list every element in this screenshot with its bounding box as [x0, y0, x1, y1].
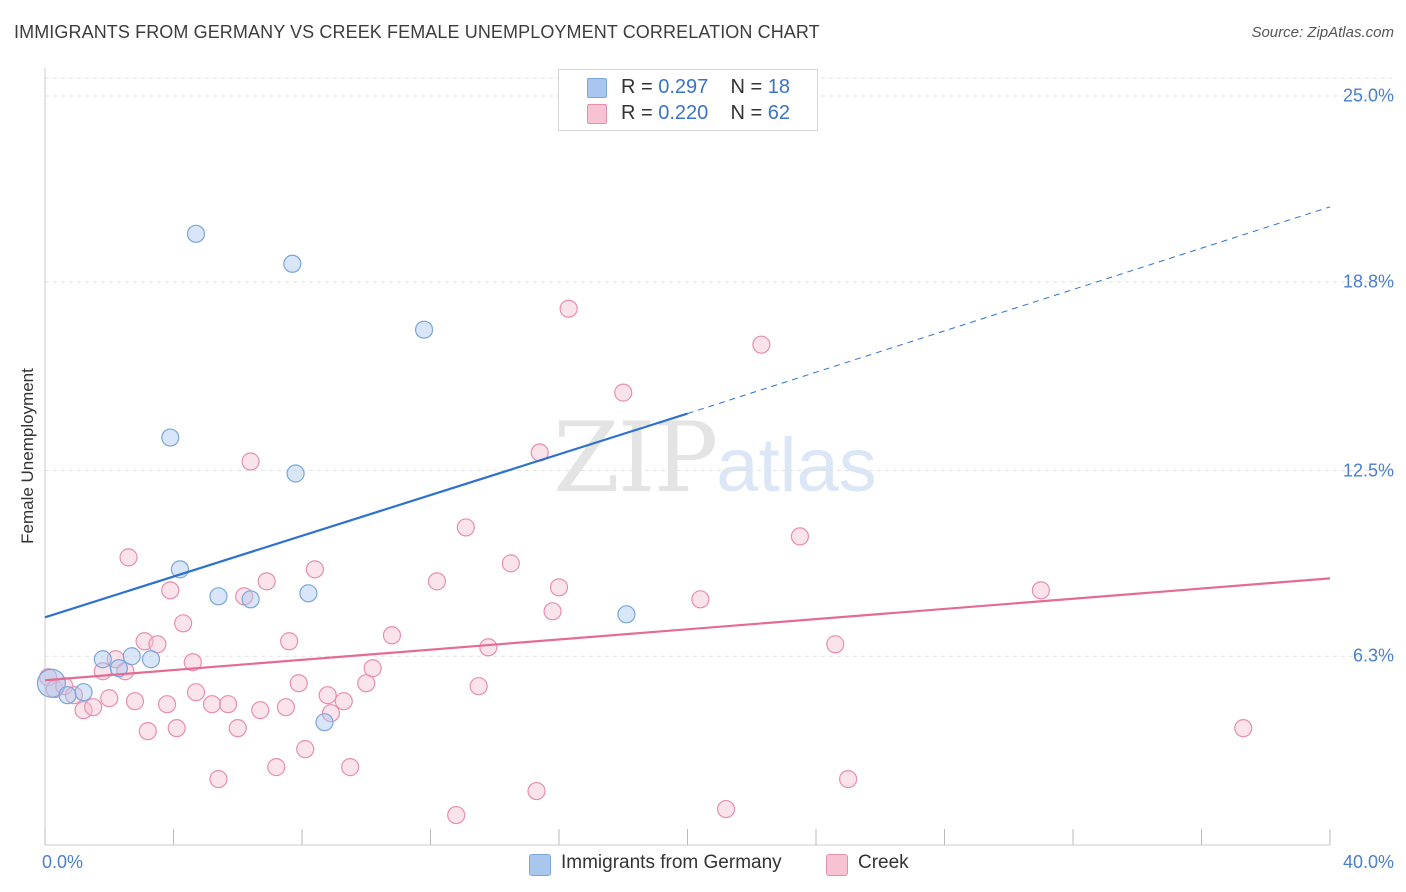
point-germany-13 [286, 464, 305, 483]
r-value: 0.220 [658, 102, 709, 124]
point-creek-21 [202, 695, 222, 714]
watermark-atlas: atlas [716, 423, 877, 508]
point-creek-33 [296, 740, 315, 759]
source-label: Source: ZipAtlas.com [1251, 24, 1394, 41]
n-value: 18 [767, 76, 791, 98]
point-creek-34 [305, 560, 324, 579]
point-creek-24 [228, 719, 247, 738]
point-germany-2 [74, 683, 93, 702]
point-germany-1 [58, 686, 77, 705]
point-creek-23 [219, 695, 238, 714]
trend-line-creek [44, 577, 1331, 682]
point-creek-42 [427, 572, 447, 591]
point-creek-14 [148, 635, 167, 654]
point-germany-16 [414, 320, 434, 339]
point-creek-56 [790, 527, 810, 546]
point-germany-9 [186, 224, 206, 243]
point-germany-7 [161, 428, 180, 447]
point-creek-16 [161, 581, 180, 600]
point-creek-43 [447, 805, 466, 825]
watermark-zip: ZIP [553, 402, 718, 514]
point-creek-29 [267, 758, 286, 777]
point-germany-10 [209, 587, 228, 606]
point-germany-12 [283, 254, 302, 273]
point-creek-38 [341, 758, 360, 777]
point-creek-49 [543, 602, 562, 621]
point-creek-15 [157, 695, 177, 714]
watermark: ZIPatlas [553, 402, 877, 514]
r-value: 0.297 [658, 76, 709, 98]
point-creek-18 [174, 614, 193, 633]
point-creek-13 [138, 722, 157, 741]
point-creek-44 [456, 518, 475, 537]
y-tick-label-1: 12.5% [1342, 460, 1394, 480]
n-label: N = [730, 102, 763, 124]
point-creek-31 [280, 632, 299, 651]
point-germany-5 [122, 647, 141, 666]
point-germany-15 [315, 713, 334, 732]
point-creek-19 [183, 653, 202, 672]
point-creek-32 [289, 674, 308, 693]
point-creek-52 [614, 383, 633, 402]
point-creek-10 [119, 548, 138, 567]
point-creek-22 [209, 769, 228, 789]
r-label: R = [621, 76, 653, 98]
point-creek-36 [321, 704, 341, 723]
point-creek-17 [167, 719, 186, 738]
point-creek-59 [1031, 581, 1050, 600]
y-tick-label-3: 25.0% [1342, 85, 1394, 106]
point-creek-55 [752, 335, 771, 354]
trend-line-germany-extension [687, 206, 1331, 415]
trend-line-germany [44, 412, 688, 619]
y-tick-label-2: 18.8% [1342, 271, 1394, 292]
point-creek-35 [318, 686, 337, 705]
x-tick-max: 40.0% [1342, 852, 1394, 872]
point-creek-11 [125, 692, 145, 711]
chart-title: IMMIGRANTS FROM GERMANY VS CREEK FEMALE … [14, 22, 820, 42]
point-creek-28 [257, 572, 276, 591]
point-creek-37 [334, 692, 353, 711]
n-value: 62 [767, 102, 791, 124]
point-creek-50 [549, 578, 569, 597]
point-creek-45 [469, 677, 488, 696]
correlation-legend: R = 0.297 N = 18 R = 0.220 N = 62 [558, 69, 818, 131]
legend-swatch-germany [529, 854, 551, 876]
point-creek-30 [276, 698, 296, 717]
point-germany-11 [241, 590, 260, 609]
point-creek-57 [826, 635, 845, 654]
legend-swatch-creek [826, 854, 848, 876]
point-germany-6 [141, 650, 161, 669]
point-creek-20 [186, 683, 206, 702]
point-germany-3 [93, 650, 112, 669]
point-germany-4 [109, 659, 128, 678]
point-creek-46 [501, 554, 520, 573]
series-legend: Immigrants from Germany Creek [0, 852, 1406, 878]
point-creek-7 [100, 689, 119, 708]
point-creek-60 [1234, 719, 1253, 738]
legend-swatch-germany [587, 78, 607, 98]
n-label: N = [730, 76, 763, 98]
point-creek-39 [357, 674, 376, 693]
point-creek-5 [84, 698, 103, 717]
point-creek-27 [251, 701, 270, 720]
r-label: R = [621, 102, 653, 124]
legend-label-creek: Creek [858, 852, 909, 873]
point-creek-61 [479, 638, 498, 657]
point-creek-47 [527, 781, 546, 801]
point-creek-54 [716, 799, 736, 819]
point-creek-40 [363, 659, 382, 678]
point-germany-17 [617, 605, 636, 624]
point-creek-58 [839, 769, 858, 789]
point-creek-51 [559, 299, 578, 318]
legend-label-germany: Immigrants from Germany [561, 852, 782, 873]
point-creek-41 [382, 626, 402, 645]
legend-swatch-creek [587, 104, 607, 124]
y-tick-label-0: 6.3% [1352, 645, 1394, 666]
point-creek-53 [691, 590, 710, 609]
x-tick-min: 0.0% [42, 852, 84, 872]
point-germany-14 [299, 584, 318, 603]
point-germany-0 [36, 668, 67, 698]
point-creek-26 [241, 452, 260, 471]
